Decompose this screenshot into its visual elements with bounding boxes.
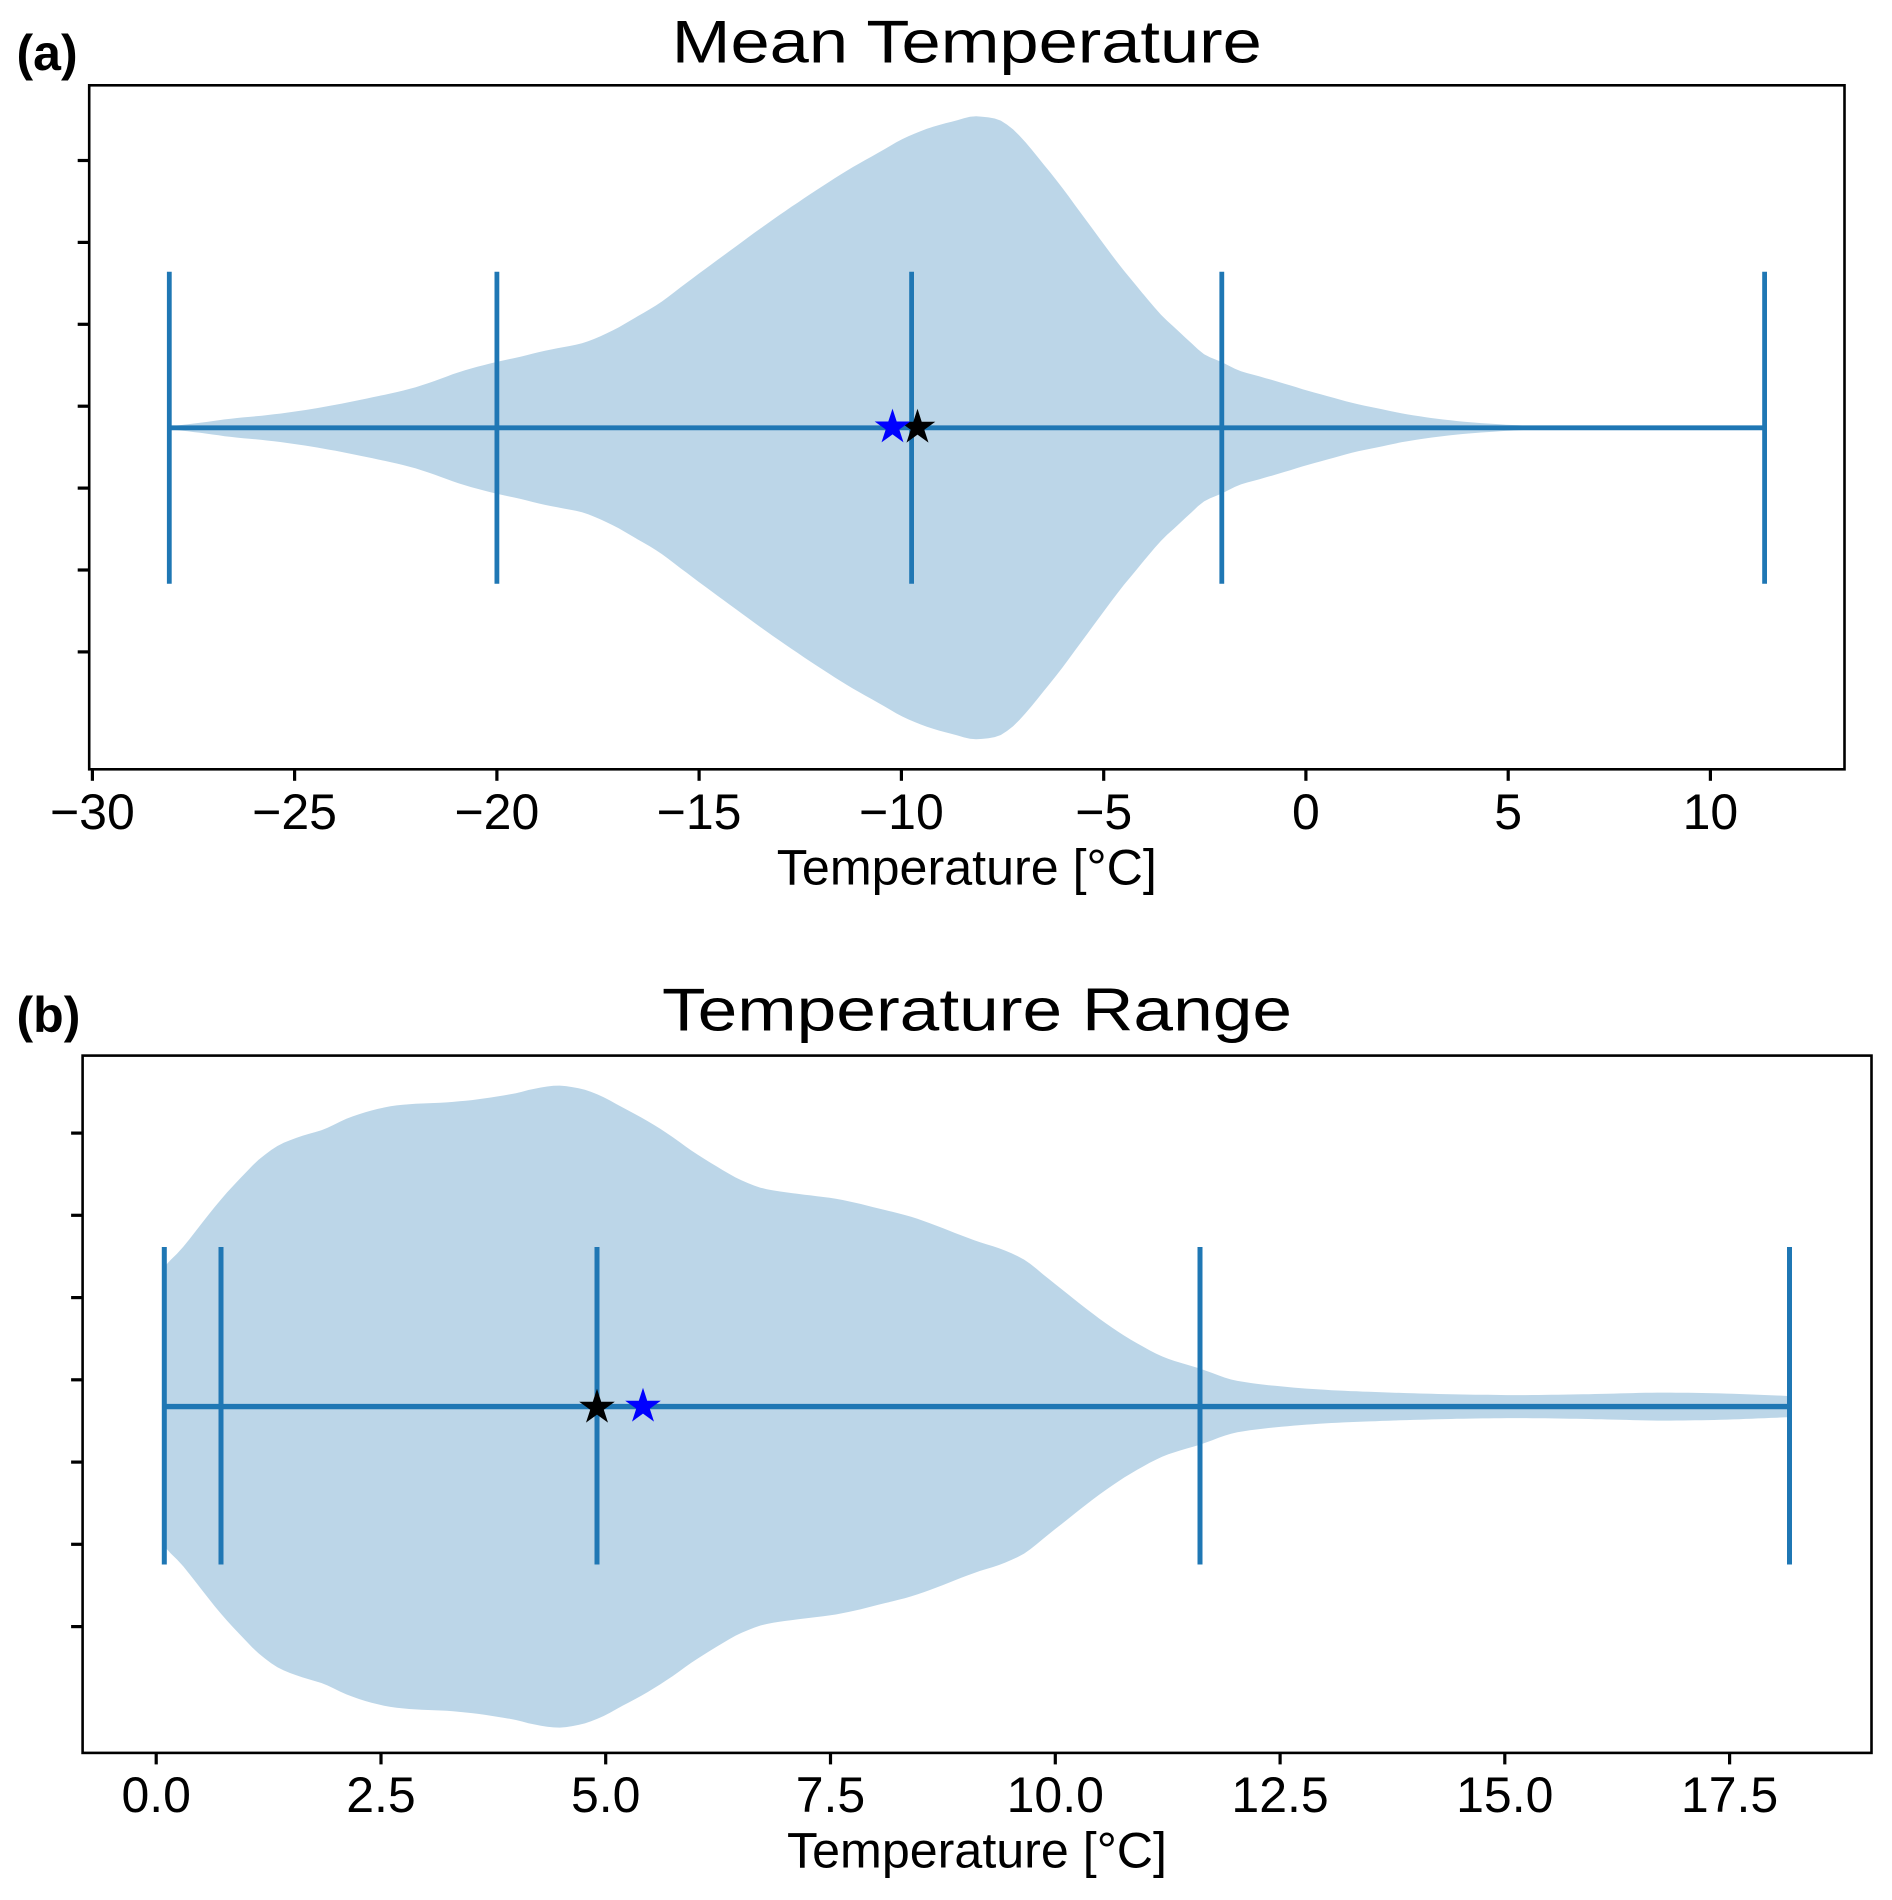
svg-text:0.0: 0.0 [121,1767,191,1823]
svg-text:12.5: 12.5 [1231,1767,1328,1823]
svg-text:Temperature [°C]: Temperature [°C] [787,1823,1167,1879]
svg-text:(a): (a) [17,25,78,81]
svg-text:−25: −25 [252,784,337,840]
svg-text:5.0: 5.0 [571,1767,641,1823]
svg-text:5: 5 [1494,784,1522,840]
svg-text:7.5: 7.5 [796,1767,866,1823]
svg-text:−15: −15 [657,784,742,840]
svg-text:17.5: 17.5 [1681,1767,1778,1823]
svg-text:−10: −10 [859,784,944,840]
svg-text:10: 10 [1683,784,1739,840]
svg-text:0: 0 [1292,784,1320,840]
svg-text:2.5: 2.5 [346,1767,416,1823]
svg-text:−30: −30 [50,784,135,840]
svg-text:Temperature Range: Temperature Range [662,977,1292,1044]
svg-text:Mean Temperature: Mean Temperature [672,9,1262,76]
svg-text:−5: −5 [1075,784,1132,840]
svg-text:10.0: 10.0 [1007,1767,1104,1823]
svg-text:15.0: 15.0 [1456,1767,1553,1823]
svg-text:(b): (b) [17,987,81,1043]
svg-text:−20: −20 [454,784,539,840]
svg-text:Temperature [°C]: Temperature [°C] [777,840,1157,896]
